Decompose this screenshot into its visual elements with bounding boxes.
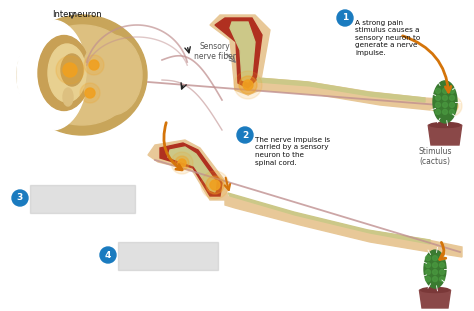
Circle shape [446, 100, 458, 112]
Circle shape [206, 176, 224, 194]
Ellipse shape [429, 123, 460, 128]
Circle shape [84, 55, 104, 75]
Circle shape [426, 262, 430, 267]
FancyBboxPatch shape [118, 242, 218, 270]
Circle shape [234, 71, 262, 99]
Polygon shape [428, 125, 462, 145]
Circle shape [85, 88, 95, 98]
Circle shape [439, 276, 445, 281]
Polygon shape [210, 15, 270, 95]
Polygon shape [248, 75, 455, 112]
Circle shape [442, 96, 462, 116]
Polygon shape [419, 290, 451, 308]
Circle shape [439, 256, 445, 261]
Circle shape [426, 270, 430, 275]
Polygon shape [148, 140, 228, 200]
Circle shape [210, 180, 220, 190]
Polygon shape [215, 18, 262, 88]
Text: 4: 4 [105, 250, 111, 259]
Text: Interneuron: Interneuron [52, 10, 102, 19]
Circle shape [175, 156, 189, 170]
Circle shape [449, 109, 455, 114]
Text: 1: 1 [342, 13, 348, 22]
Circle shape [443, 95, 447, 100]
Polygon shape [228, 193, 430, 244]
Circle shape [449, 95, 455, 100]
Ellipse shape [421, 287, 449, 293]
Circle shape [100, 247, 116, 263]
Circle shape [80, 83, 100, 103]
Text: A strong pain
stimulus causes a
sensory neuron to
generate a nerve
impulse.: A strong pain stimulus causes a sensory … [355, 20, 420, 56]
Circle shape [239, 76, 257, 94]
Polygon shape [225, 188, 462, 257]
Text: 2: 2 [242, 131, 248, 140]
Circle shape [237, 127, 253, 143]
Circle shape [439, 262, 445, 267]
Ellipse shape [63, 88, 73, 106]
Circle shape [12, 190, 28, 206]
Ellipse shape [424, 250, 446, 288]
Circle shape [436, 109, 440, 114]
Circle shape [436, 95, 440, 100]
Ellipse shape [48, 44, 86, 102]
Text: 3: 3 [17, 193, 23, 202]
Circle shape [436, 88, 440, 93]
Polygon shape [257, 78, 425, 102]
Polygon shape [168, 147, 216, 192]
Circle shape [436, 102, 440, 107]
Circle shape [89, 60, 99, 70]
Circle shape [432, 262, 438, 267]
Circle shape [449, 103, 455, 109]
Circle shape [449, 88, 455, 93]
Ellipse shape [82, 35, 142, 115]
Circle shape [432, 256, 438, 261]
Circle shape [449, 102, 455, 107]
Ellipse shape [27, 25, 137, 125]
Circle shape [63, 63, 77, 77]
Ellipse shape [61, 54, 83, 86]
Circle shape [426, 276, 430, 281]
Circle shape [243, 80, 253, 90]
Text: Sensory
nerve fiber: Sensory nerve fiber [194, 42, 236, 61]
Ellipse shape [17, 15, 147, 135]
Ellipse shape [38, 35, 90, 110]
Circle shape [337, 10, 353, 26]
Circle shape [432, 276, 438, 281]
Circle shape [171, 152, 193, 174]
Circle shape [178, 159, 186, 167]
Text: The nerve impulse is
carried by a sensory
neuron to the
spinal cord.: The nerve impulse is carried by a sensor… [255, 137, 330, 165]
Circle shape [201, 171, 229, 199]
Circle shape [443, 109, 447, 114]
Circle shape [426, 256, 430, 261]
Circle shape [439, 270, 445, 275]
FancyBboxPatch shape [30, 185, 135, 213]
Circle shape [443, 88, 447, 93]
Circle shape [56, 56, 84, 84]
Polygon shape [160, 143, 222, 196]
Ellipse shape [17, 20, 87, 130]
Ellipse shape [433, 81, 457, 123]
Polygon shape [230, 22, 255, 82]
Text: Stimulus
(cactus): Stimulus (cactus) [418, 147, 452, 166]
Circle shape [432, 270, 438, 275]
Circle shape [443, 102, 447, 107]
